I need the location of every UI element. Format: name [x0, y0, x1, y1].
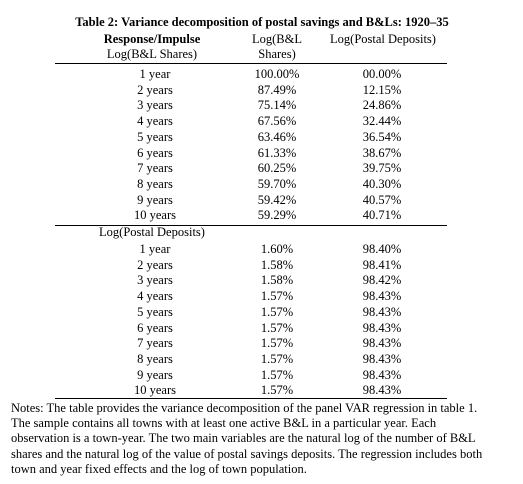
- cell: 40.71%: [362, 208, 402, 223]
- note-line: town and year fixed effects and the log …: [11, 461, 307, 476]
- cell: 1.58%: [260, 257, 294, 272]
- row-label: 8 years: [137, 176, 173, 191]
- cell: 98.43%: [362, 367, 402, 382]
- cell: 12.15%: [362, 82, 402, 97]
- row-label: 10 years: [134, 383, 176, 398]
- cell: 1.57%: [260, 320, 294, 335]
- note-line: observation is a town-year. The two main…: [11, 431, 476, 446]
- section-rule: [55, 225, 447, 226]
- cell: 1.58%: [260, 273, 294, 288]
- cell: 1.57%: [260, 304, 294, 319]
- cell: 24.86%: [362, 98, 402, 113]
- cell: 1.57%: [260, 351, 294, 366]
- note-line: The sample contains all towns with at le…: [11, 416, 437, 431]
- cell: 98.43%: [362, 336, 402, 351]
- cell: 40.30%: [362, 176, 402, 191]
- row-label: 10 years: [134, 208, 176, 223]
- row-label: 4 years: [137, 114, 173, 129]
- cell: 1.57%: [260, 367, 294, 382]
- cell: 00.00%: [362, 67, 402, 81]
- cell: 98.43%: [362, 320, 402, 335]
- row-label: 1 year: [139, 242, 171, 256]
- row-label: 7 years: [137, 336, 173, 351]
- cell: 98.41%: [362, 257, 402, 272]
- column-header: Shares): [258, 47, 296, 61]
- row-label: 3 years: [137, 273, 173, 288]
- cell: 75.14%: [257, 98, 297, 113]
- cell: 98.43%: [362, 304, 402, 319]
- row-label: 3 years: [137, 98, 173, 113]
- column-header: Response/Impulse: [103, 32, 201, 46]
- note-line: Notes: The table provides the variance d…: [11, 401, 478, 415]
- cell: 98.43%: [362, 289, 402, 304]
- cell: 40.57%: [362, 192, 402, 207]
- table-title: Table 2: Variance decomposition of posta…: [75, 15, 449, 29]
- row-label: 9 years: [137, 192, 173, 207]
- header-rule: [55, 63, 447, 64]
- cell: 1.57%: [260, 289, 294, 304]
- section-label: Log(Postal Deposits): [99, 225, 205, 239]
- row-label: 1 year: [139, 67, 171, 81]
- cell: 67.56%: [257, 114, 297, 129]
- row-label: 4 years: [137, 289, 173, 304]
- row-label: 8 years: [137, 351, 173, 366]
- cell: 39.75%: [362, 161, 402, 176]
- cell: 98.43%: [362, 351, 402, 366]
- cell: 98.40%: [362, 242, 402, 256]
- column-header: Log(Postal Deposits): [330, 32, 436, 46]
- cell: 59.70%: [257, 176, 297, 191]
- row-label: 5 years: [137, 129, 173, 144]
- cell: 60.25%: [257, 161, 297, 176]
- cell: 1.57%: [260, 383, 294, 398]
- row-label: 6 years: [137, 145, 173, 160]
- cell: 63.46%: [257, 129, 297, 144]
- cell: 1.60%: [260, 242, 294, 256]
- row-label: 7 years: [137, 161, 173, 176]
- cell: 59.42%: [257, 192, 297, 207]
- cell: 87.49%: [257, 82, 297, 97]
- cell: 98.43%: [362, 383, 402, 398]
- cell: 38.67%: [362, 145, 402, 160]
- row-label: 2 years: [137, 257, 173, 272]
- section-label: Log(B&L Shares): [106, 47, 198, 61]
- row-label: 2 years: [137, 82, 173, 97]
- cell: 59.29%: [257, 208, 297, 223]
- cell: 32.44%: [362, 114, 402, 129]
- cell: 36.54%: [362, 129, 402, 144]
- cell: 1.57%: [260, 336, 294, 351]
- cell: 98.42%: [362, 273, 402, 288]
- note-line: shares and the natural log of the value …: [11, 446, 483, 461]
- bottom-rule: [55, 398, 447, 400]
- cell: 100.00%: [254, 67, 300, 81]
- column-header: Log(B&L: [252, 32, 302, 46]
- row-label: 5 years: [137, 304, 173, 319]
- row-label: 9 years: [137, 367, 173, 382]
- cell: 61.33%: [257, 145, 297, 160]
- row-label: 6 years: [137, 320, 173, 335]
